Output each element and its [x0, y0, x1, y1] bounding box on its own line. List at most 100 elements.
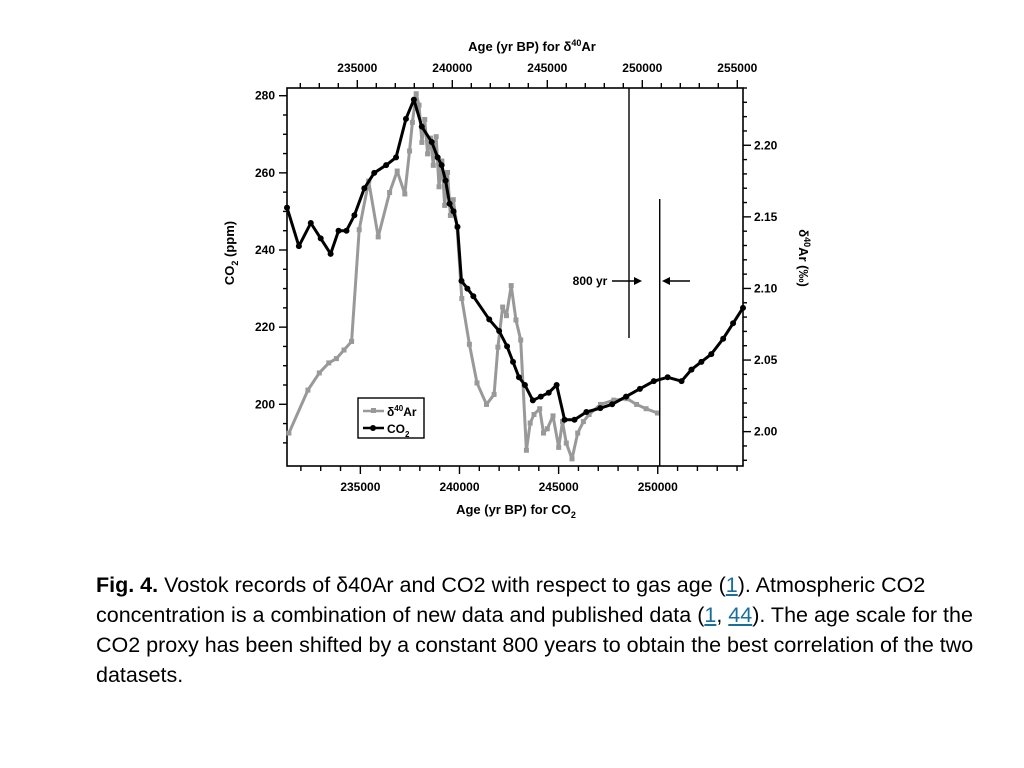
- d40ar-point: [439, 158, 445, 164]
- d40ar-point: [349, 338, 355, 344]
- co2-point: [678, 378, 685, 385]
- reference-link-1[interactable]: 1: [725, 573, 738, 597]
- left-tick-label: 280: [255, 89, 275, 103]
- offset-annotation: 800 yr: [573, 88, 690, 466]
- d40ar-point: [580, 419, 586, 425]
- d40ar-point: [569, 456, 575, 462]
- right-tick-label: 2.20: [754, 138, 778, 152]
- d40ar-point: [375, 234, 381, 240]
- d40ar-point: [425, 151, 431, 157]
- co2-point: [327, 250, 334, 257]
- legend-co2-marker: [370, 425, 376, 431]
- co2-point: [521, 382, 528, 388]
- axis-ticks: 235000 240000 245000 250000 235000 240000 2450…: [255, 61, 778, 494]
- co2-line: [285, 98, 745, 422]
- top-axis-label: Age (yr BP) for δ40Ar: [468, 38, 596, 54]
- co2-point: [730, 320, 737, 327]
- co2-point: [361, 185, 368, 192]
- d40ar-point: [513, 317, 519, 323]
- d40ar-point: [442, 202, 448, 208]
- co2-point: [597, 405, 604, 412]
- d40ar-point: [537, 406, 543, 412]
- vostok-chart: 235000 240000 245000 250000 235000 240000 2450…: [222, 38, 812, 520]
- offset-arrow-right-head: [662, 277, 670, 285]
- co2-point: [664, 374, 671, 381]
- co2-point: [458, 277, 465, 284]
- d40ar-point: [305, 387, 311, 393]
- figure-caption: Fig. 4. Vostok records of δ40Ar and CO2 …: [96, 570, 976, 690]
- co2-point: [553, 382, 560, 388]
- co2-point: [402, 115, 409, 122]
- d40ar-point: [556, 444, 562, 450]
- co2-point: [583, 409, 590, 415]
- co2-point: [335, 227, 342, 234]
- d40ar-point: [445, 169, 451, 175]
- co2-point: [529, 397, 536, 404]
- reference-link-44[interactable]: 44: [728, 603, 753, 627]
- top-tick-label: 245000: [527, 61, 567, 75]
- co2-point: [623, 393, 630, 400]
- d40ar-point: [518, 337, 524, 343]
- co2-point: [698, 358, 705, 365]
- d40ar-point: [550, 413, 556, 419]
- co2-point: [343, 227, 350, 234]
- co2-point: [561, 416, 568, 423]
- d40ar-point: [531, 411, 537, 417]
- d40ar-point: [575, 430, 581, 436]
- legend: δ40Ar CO2: [357, 397, 425, 439]
- bottom-tick-label: 240000: [439, 480, 479, 494]
- reference-link-1-second[interactable]: 1: [704, 603, 717, 627]
- d40ar-point: [422, 117, 428, 122]
- legend-co2-label: CO2: [387, 422, 410, 439]
- d40ar-point: [436, 184, 442, 190]
- co2-point: [496, 328, 503, 334]
- caption-fig-label: Fig. 4.: [96, 573, 159, 597]
- d40ar-point: [611, 397, 617, 403]
- offset-label: 800 yr: [573, 274, 608, 288]
- co2-point: [464, 285, 471, 292]
- d40ar-point: [563, 440, 569, 446]
- d40ar-point: [447, 212, 453, 218]
- d40ar-point: [316, 370, 322, 376]
- co2-point: [371, 169, 378, 176]
- d40ar-point: [544, 426, 550, 432]
- left-axis-label: CO2 (ppm): [222, 221, 240, 285]
- d40ar-point: [643, 406, 649, 412]
- co2-point: [442, 177, 449, 184]
- d40ar-point: [527, 420, 533, 426]
- d40ar-point: [466, 341, 472, 347]
- d40ar-point: [326, 360, 332, 366]
- d40ar-point: [484, 401, 489, 407]
- top-tick-label: 235000: [337, 61, 377, 75]
- co2-point: [438, 162, 445, 169]
- co2-point: [410, 96, 417, 103]
- d40ar-point: [634, 401, 640, 407]
- right-axis-label: δ40Ar (‰): [796, 229, 812, 287]
- co2-point: [720, 335, 727, 342]
- d40ar-point: [433, 134, 439, 140]
- top-tick-label: 255000: [717, 61, 757, 75]
- co2-point: [393, 154, 400, 161]
- d40ar-point: [286, 430, 292, 436]
- left-tick-label: 220: [255, 320, 275, 334]
- bottom-tick-label: 235000: [340, 480, 380, 494]
- co2-point: [515, 374, 522, 381]
- co2-point: [317, 235, 324, 242]
- d40ar-point: [450, 197, 456, 203]
- bottom-axis-label: Age (yr BP) for CO2: [456, 502, 576, 520]
- left-tick-label: 200: [255, 397, 275, 411]
- co2-point: [708, 351, 715, 358]
- d40ar-point: [402, 191, 408, 197]
- co2-point: [450, 208, 457, 215]
- co2-point: [446, 200, 453, 207]
- legend-d40ar-label: δ40Ar: [387, 404, 417, 419]
- top-tick-label: 250000: [622, 61, 662, 75]
- co2-point: [636, 385, 643, 392]
- co2-point: [295, 243, 302, 250]
- d40ar-point: [503, 313, 509, 319]
- caption-text-3: ,: [716, 603, 729, 627]
- co2-point: [383, 162, 390, 169]
- d40ar-point: [394, 168, 400, 174]
- co2-point: [351, 212, 358, 219]
- legend-box: [357, 397, 425, 439]
